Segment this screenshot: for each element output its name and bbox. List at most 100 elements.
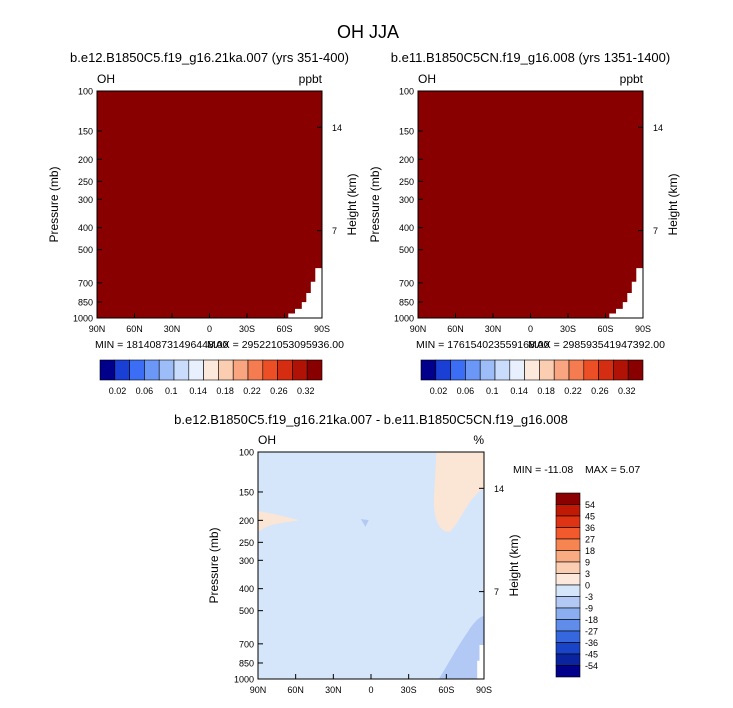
y-tick-label: 400: [399, 223, 414, 233]
y-tick-label: 250: [239, 538, 254, 548]
colorbar-box: [627, 359, 644, 381]
colorbar-box: [114, 359, 130, 381]
x-tick-label: 90S: [635, 324, 651, 334]
colorbar-box: [277, 359, 293, 381]
y-tick-label: 150: [78, 126, 93, 136]
colorbar-label: 27: [585, 535, 595, 545]
colorbar-box: [188, 359, 204, 381]
colorbar-box: [555, 573, 581, 586]
corner-label-left: OH: [258, 433, 276, 447]
colorbar-label: 0.06: [457, 386, 475, 396]
y-tick-label: 250: [399, 177, 414, 187]
colorbar-label: -3: [585, 592, 593, 602]
positive-anomaly-region: [433, 452, 484, 532]
colorbar-label: 0.22: [564, 386, 582, 396]
x-tick-label: 60S: [276, 324, 292, 334]
y-tick-label: 150: [239, 487, 254, 497]
colorbar-box: [450, 359, 466, 381]
colorbar-label: 0.06: [136, 386, 154, 396]
colorbar-box: [555, 550, 581, 563]
colorbar-box: [555, 538, 581, 551]
colorbar-label: 0.26: [591, 386, 609, 396]
y-tick-label: 850: [399, 297, 414, 307]
y-tick-label: 300: [399, 195, 414, 205]
min-label: MIN = 181408731496448.00: [95, 339, 229, 351]
y-tick-label: 1000: [234, 675, 254, 685]
colorbar-box: [555, 596, 581, 609]
y-tick-label: 300: [78, 195, 93, 205]
colorbar-box: [555, 607, 581, 620]
y-tick-label: 250: [78, 177, 93, 187]
colorbar-box: [158, 359, 175, 381]
colorbar-label: 0.18: [537, 386, 555, 396]
colorbar-box: [553, 359, 570, 381]
max-label: MAX = 298593541947392.00: [528, 339, 665, 351]
x-tick-label: 30S: [239, 324, 255, 334]
colorbar-box: [555, 642, 581, 655]
y-tick-label: 500: [78, 245, 93, 255]
x-tick-label: 30N: [164, 324, 181, 334]
colorbar-box: [555, 584, 581, 597]
negative-anomaly-region: [438, 616, 484, 679]
y-tick-label: 850: [78, 297, 93, 307]
colorbar-box: [203, 359, 219, 381]
colorbar-label: -45: [585, 650, 598, 660]
colorbar-box: [555, 504, 581, 517]
colorbar-box: [479, 359, 496, 381]
colorbar-box: [232, 359, 249, 381]
y-right-tick-label: 7: [494, 587, 499, 597]
y-tick-label: 700: [239, 639, 254, 649]
colorbar-label: 0.1: [486, 386, 499, 396]
colorbar-label: 0.1: [165, 386, 178, 396]
min-label: MIN = -11.08: [513, 464, 573, 476]
y-tick-label: 100: [399, 87, 414, 97]
y-tick-label: 100: [78, 87, 93, 97]
x-tick-label: 90S: [314, 324, 330, 334]
max-label: MAX = 5.07: [585, 464, 640, 476]
colorbar-label: 0.26: [270, 386, 288, 396]
colorbar-box: [218, 359, 234, 381]
y-tick-label: 150: [399, 126, 414, 136]
plot-title: b.e11.B1850C5CN.f19_g16.008 (yrs 1351-14…: [391, 50, 670, 65]
chart-panel-2: b.e11.B1850C5CN.f19_g16.008 (yrs 1351-14…: [368, 50, 680, 396]
colorbar-label: -54: [585, 661, 598, 671]
colorbar-label: 9: [585, 558, 590, 568]
y-tick-label: 500: [239, 606, 254, 616]
colorbar-box: [555, 653, 581, 666]
min-label: MIN = 176154023559168.00: [416, 339, 550, 351]
colorbar-label: 3: [585, 569, 590, 579]
x-tick-label: 0: [207, 324, 212, 334]
missing-data-region: [477, 645, 484, 679]
colorbar-label: -18: [585, 615, 598, 625]
colorbar-label: 0.02: [430, 386, 448, 396]
y-tick-label: 100: [239, 448, 254, 458]
x-tick-label: 60N: [126, 324, 143, 334]
y-tick-label: 400: [239, 584, 254, 594]
colorbar-box: [555, 527, 581, 540]
x-tick-label: 90S: [476, 685, 492, 695]
corner-label-left: OH: [97, 72, 115, 86]
colorbar-label: 0.32: [297, 386, 315, 396]
colorbar-label: 54: [585, 500, 595, 510]
colorbar-box: [292, 359, 308, 381]
colorbar-box: [539, 359, 555, 381]
colorbar-label: -9: [585, 604, 593, 614]
x-tick-label: 60S: [438, 685, 454, 695]
colorbar-box: [583, 359, 599, 381]
colorbar-box: [555, 515, 581, 528]
colorbar-box: [509, 359, 525, 381]
colorbar-box: [247, 359, 264, 381]
colorbar-label: 36: [585, 523, 595, 533]
y-tick-label: 400: [78, 223, 93, 233]
colorbar-label: 0: [585, 581, 590, 591]
chart-panel-3: b.e12.B1850C5.f19_g16.21ka.007 - b.e11.B…: [174, 412, 640, 695]
colorbar-box: [306, 359, 323, 381]
x-tick-label: 60S: [597, 324, 613, 334]
x-tick-label: 30N: [325, 685, 342, 695]
colorbar-box: [555, 492, 581, 505]
y-tick-label: 700: [399, 278, 414, 288]
y-tick-label: 500: [399, 245, 414, 255]
colorbar-box: [555, 619, 581, 632]
y-axis-label: Pressure (mb): [47, 166, 61, 242]
